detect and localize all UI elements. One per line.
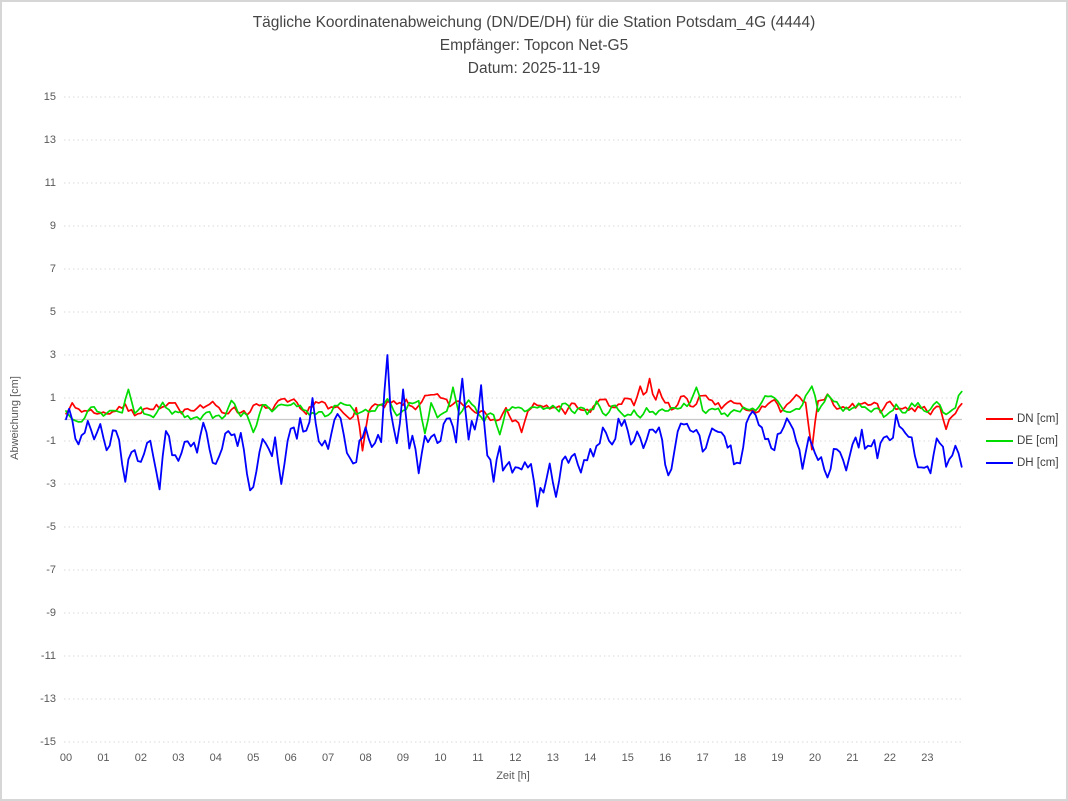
x-tick-label-03: 03 (172, 752, 185, 764)
legend: DN [cm] DE [cm] DH [cm] (986, 408, 1059, 474)
x-tick-label-20: 20 (808, 752, 822, 764)
y-tick-label--7: -7 (46, 564, 56, 576)
x-tick-label-12: 12 (509, 752, 522, 764)
x-tick-label-07: 07 (322, 752, 335, 764)
x-tick-label-04: 04 (209, 752, 222, 764)
chart-title: Tägliche Koordinatenabweichung (DN/DE/DH… (252, 14, 816, 31)
chart-subtitle-receiver: Empfänger: Topcon Net-G5 (439, 37, 629, 54)
y-tick-label--15: -15 (40, 736, 56, 748)
y-tick-label--11: -11 (40, 650, 56, 662)
y-tick-label-1: 1 (49, 392, 56, 404)
x-tick-label-10: 10 (434, 752, 447, 764)
chart-subtitle-date: Datum: 2025-11-19 (467, 60, 601, 77)
x-tick-label-19: 19 (771, 752, 784, 764)
y-axis-label: Abweichung [cm] (9, 376, 21, 460)
x-axis-label: Zeit [h] (496, 770, 530, 782)
x-tick-label-16: 16 (659, 752, 672, 764)
y-tick-label-9: 9 (49, 220, 56, 232)
legend-item-dn: DN [cm] (986, 408, 1059, 430)
de-line-swatch-icon (986, 439, 1013, 443)
x-tick-label-09: 09 (396, 752, 410, 764)
y-tick-label--9: -9 (46, 607, 56, 619)
series-line-de (65, 385, 963, 436)
dn-line-swatch-icon (986, 417, 1013, 421)
chart-title-block: Tägliche Koordinatenabweichung (DN/DE/DH… (2, 11, 1066, 80)
x-tick-label-14: 14 (584, 752, 597, 764)
y-tick-label-13: 13 (43, 134, 56, 146)
x-tick-label-06: 06 (284, 752, 297, 764)
x-tick-label-21: 21 (846, 752, 859, 764)
x-tick-label-05: 05 (247, 752, 260, 764)
y-tick-label--1: -1 (46, 435, 56, 447)
y-tick-label--13: -13 (40, 693, 56, 705)
x-tick-label-01: 01 (97, 752, 110, 764)
legend-label-de: DE [cm] (1017, 435, 1058, 447)
y-tick-label-5: 5 (49, 306, 56, 318)
legend-label-dn: DN [cm] (1017, 413, 1059, 425)
x-tick-label-13: 13 (546, 752, 559, 764)
x-tick-label-11: 11 (472, 752, 484, 764)
legend-item-dh: DH [cm] (986, 452, 1059, 474)
y-tick-label--3: -3 (46, 478, 56, 490)
legend-label-dh: DH [cm] (1017, 457, 1059, 469)
y-tick-label-3: 3 (49, 349, 56, 361)
legend-item-de: DE [cm] (986, 430, 1059, 452)
y-tick-label-15: 15 (43, 91, 56, 103)
x-tick-label-08: 08 (359, 752, 372, 764)
x-tick-label-02: 02 (134, 752, 148, 764)
x-tick-label-00: 00 (59, 752, 73, 764)
x-tick-label-15: 15 (621, 752, 634, 764)
x-tick-label-17: 17 (696, 752, 709, 764)
y-tick-label--5: -5 (46, 521, 56, 533)
series-line-dh (65, 354, 963, 508)
dh-line-swatch-icon (986, 461, 1013, 465)
x-tick-label-18: 18 (733, 752, 747, 764)
y-tick-label-7: 7 (49, 263, 56, 275)
x-tick-label-22: 22 (883, 752, 897, 764)
y-tick-label-11: 11 (44, 177, 56, 189)
x-tick-label-23: 23 (921, 752, 934, 764)
